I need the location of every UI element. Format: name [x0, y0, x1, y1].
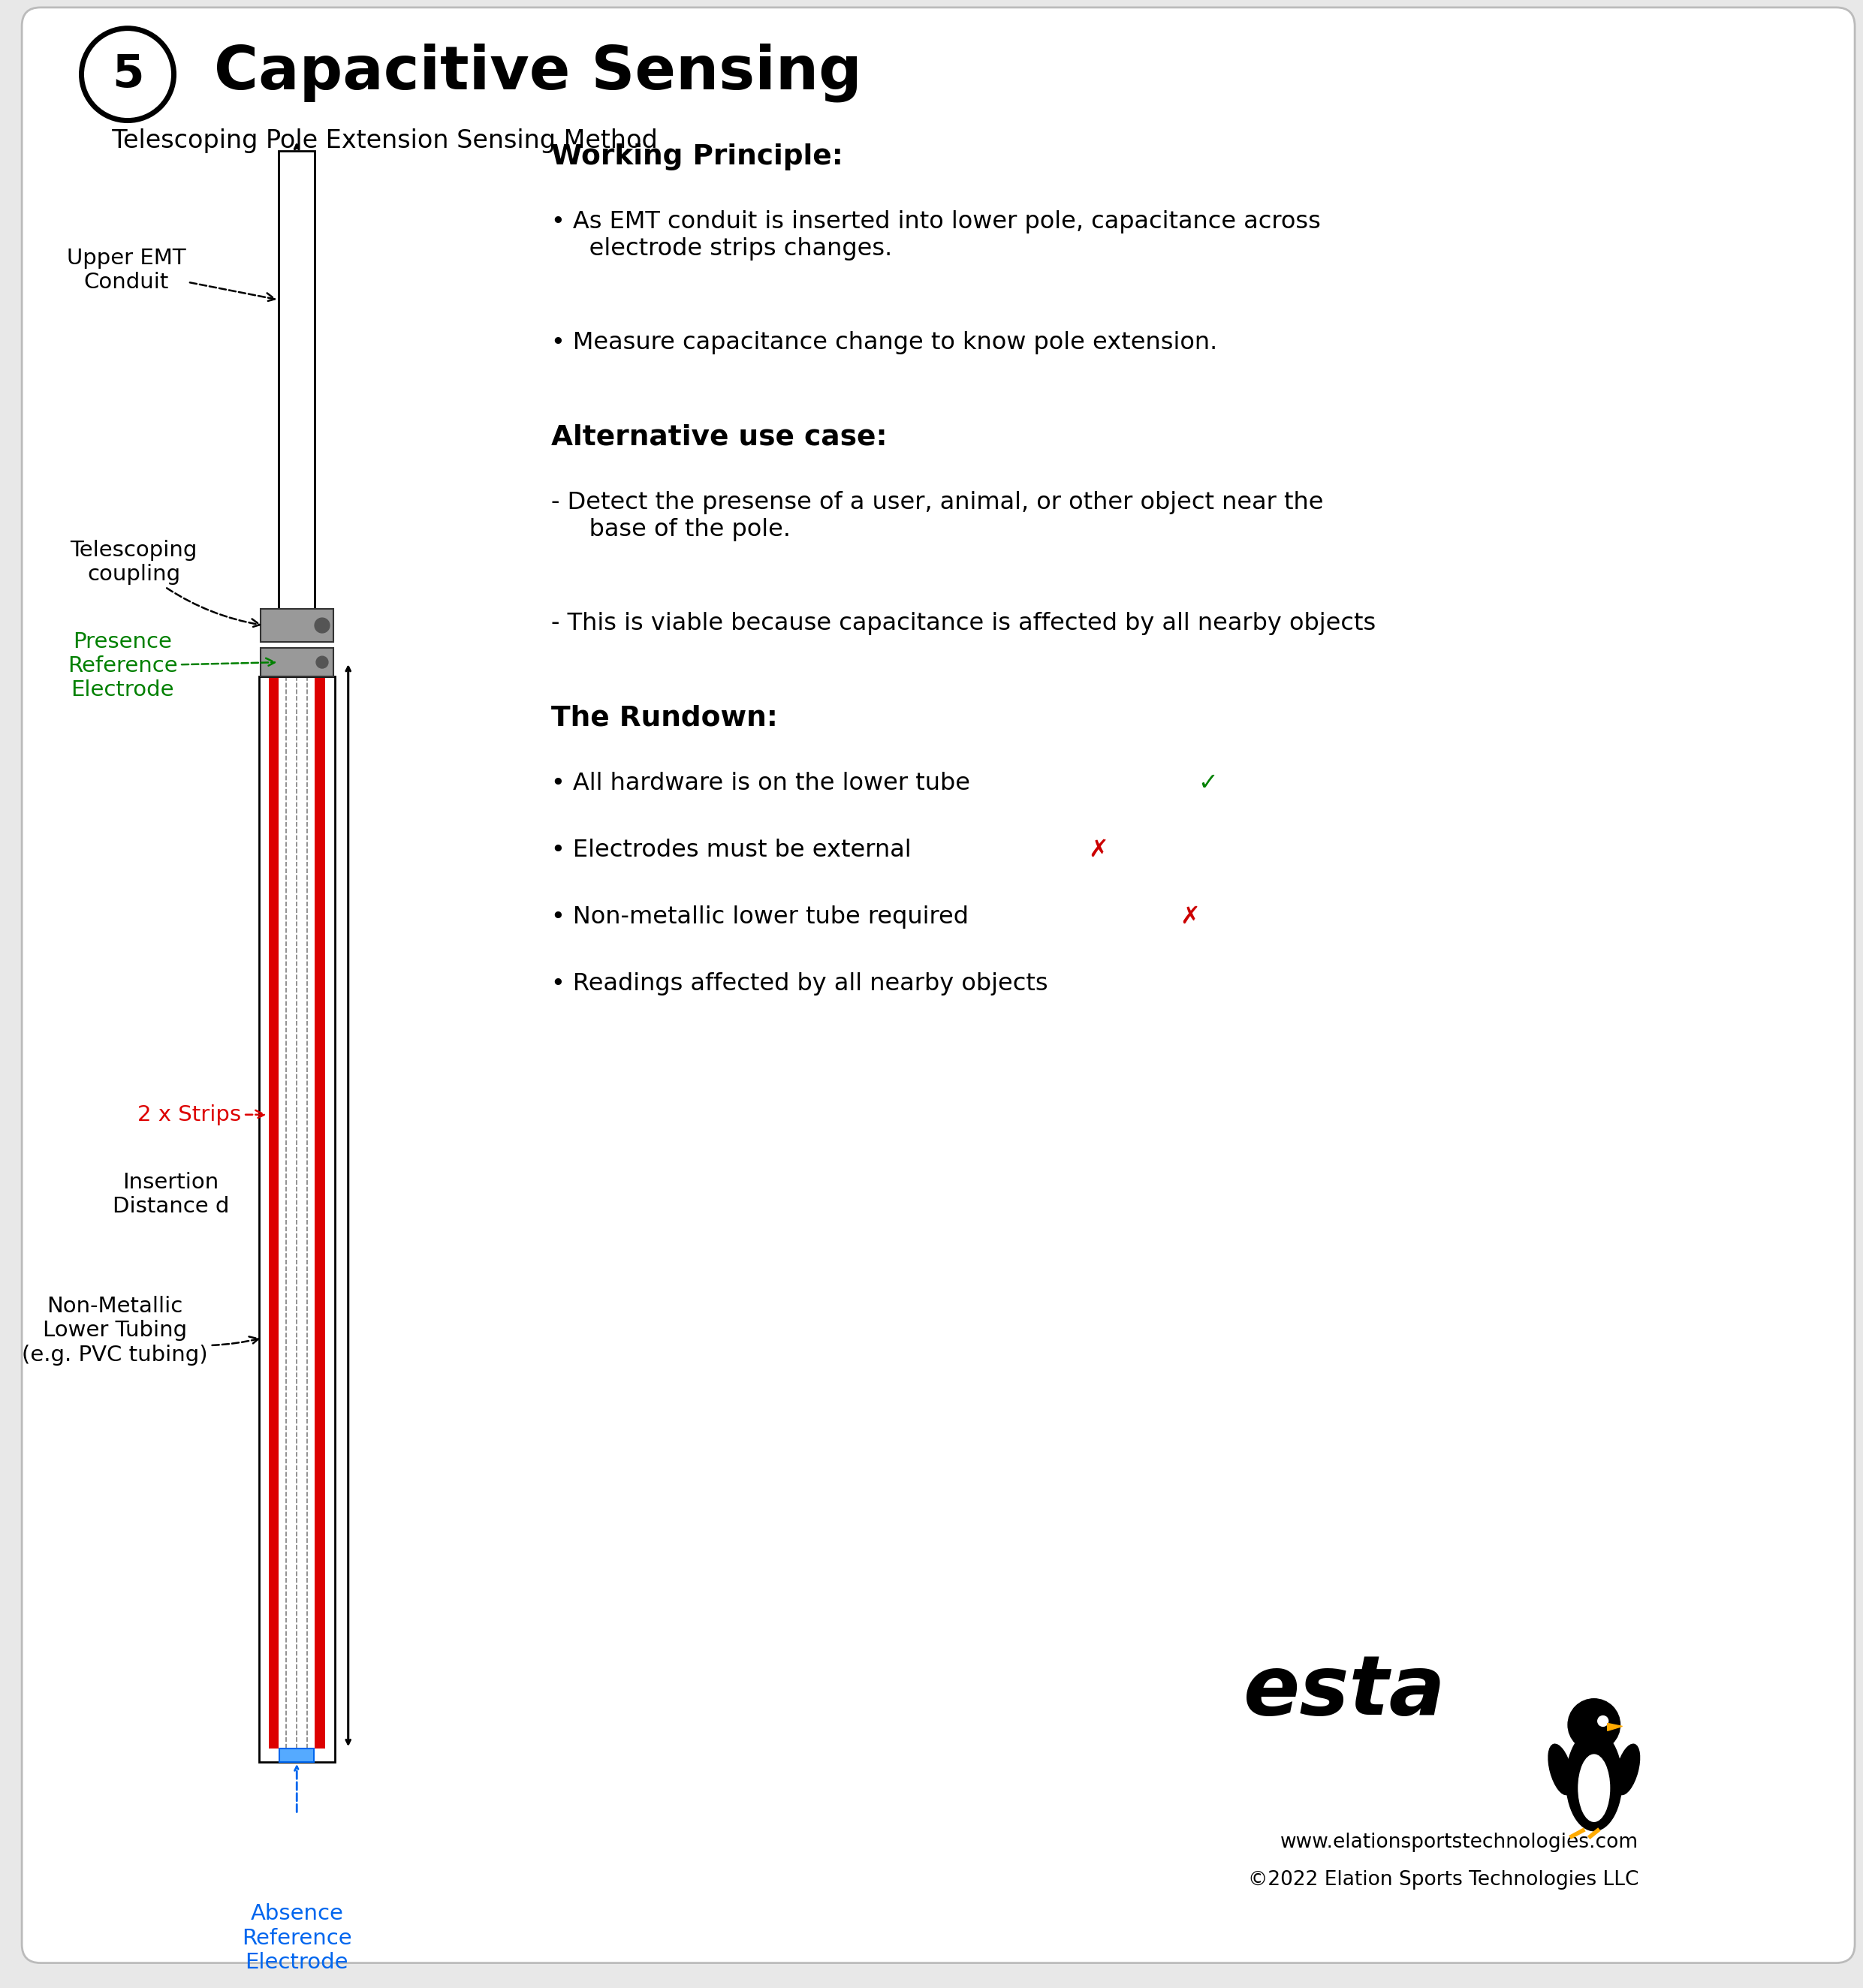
Bar — [279, 1749, 315, 1761]
Text: • As EMT conduit is inserted into lower pole, capacitance across
     electrode : • As EMT conduit is inserted into lower … — [551, 211, 1321, 260]
Text: www.elationsportstechnologies.com: www.elationsportstechnologies.com — [1280, 1833, 1639, 1853]
Text: ✗: ✗ — [1088, 839, 1108, 863]
Text: Presence
Reference
Electrode: Presence Reference Electrode — [67, 630, 274, 702]
Circle shape — [317, 656, 328, 668]
Text: Upper EMT
Conduit: Upper EMT Conduit — [67, 247, 276, 302]
Ellipse shape — [1578, 1755, 1610, 1821]
Text: Alternative use case:: Alternative use case: — [551, 423, 887, 451]
Text: • Measure capacitance change to know pole extension.: • Measure capacitance change to know pol… — [551, 332, 1217, 354]
Text: • Electrodes must be external: • Electrodes must be external — [551, 839, 911, 863]
Text: Working Principle:: Working Principle: — [551, 143, 842, 171]
Bar — [279, 151, 315, 608]
Text: ©2022 Elation Sports Technologies LLC: ©2022 Elation Sports Technologies LLC — [1248, 1871, 1639, 1889]
Text: - This is viable because capacitance is affected by all nearby objects: - This is viable because capacitance is … — [551, 612, 1375, 634]
Text: • All hardware is on the lower tube: • All hardware is on the lower tube — [551, 771, 971, 795]
Text: Capacitive Sensing: Capacitive Sensing — [194, 44, 863, 101]
Ellipse shape — [1548, 1743, 1572, 1795]
Bar — [268, 678, 279, 1749]
Text: ✗: ✗ — [1179, 907, 1200, 928]
Bar — [261, 648, 333, 676]
Text: 2 x Strips: 2 x Strips — [138, 1103, 265, 1125]
Text: • Non-metallic lower tube required: • Non-metallic lower tube required — [551, 907, 969, 928]
Text: Absence
Reference
Electrode: Absence Reference Electrode — [242, 1903, 352, 1972]
Text: ✓: ✓ — [1198, 771, 1218, 795]
Bar — [261, 608, 333, 642]
Text: Telescoping
coupling: Telescoping coupling — [71, 539, 261, 628]
Text: 5: 5 — [112, 52, 143, 97]
Text: Non-Metallic
Lower Tubing
(e.g. PVC tubing): Non-Metallic Lower Tubing (e.g. PVC tubi… — [22, 1296, 259, 1366]
Text: Telescoping Pole Extension Sensing Method: Telescoping Pole Extension Sensing Metho… — [97, 129, 658, 153]
Bar — [259, 676, 335, 1761]
Circle shape — [315, 618, 330, 632]
Text: esta: esta — [1244, 1652, 1446, 1732]
Ellipse shape — [1615, 1743, 1639, 1795]
Text: Insertion
Distance d: Insertion Distance d — [112, 1171, 229, 1217]
Text: - Detect the presense of a user, animal, or other object near the
     base of t: - Detect the presense of a user, animal,… — [551, 491, 1323, 541]
Text: The Rundown:: The Rundown: — [551, 704, 777, 732]
Circle shape — [1569, 1700, 1621, 1751]
Ellipse shape — [1567, 1730, 1623, 1831]
Text: • Readings affected by all nearby objects: • Readings affected by all nearby object… — [551, 972, 1047, 996]
Circle shape — [1598, 1716, 1608, 1726]
FancyBboxPatch shape — [22, 8, 1856, 1962]
Bar — [315, 678, 326, 1749]
Polygon shape — [1608, 1724, 1623, 1732]
